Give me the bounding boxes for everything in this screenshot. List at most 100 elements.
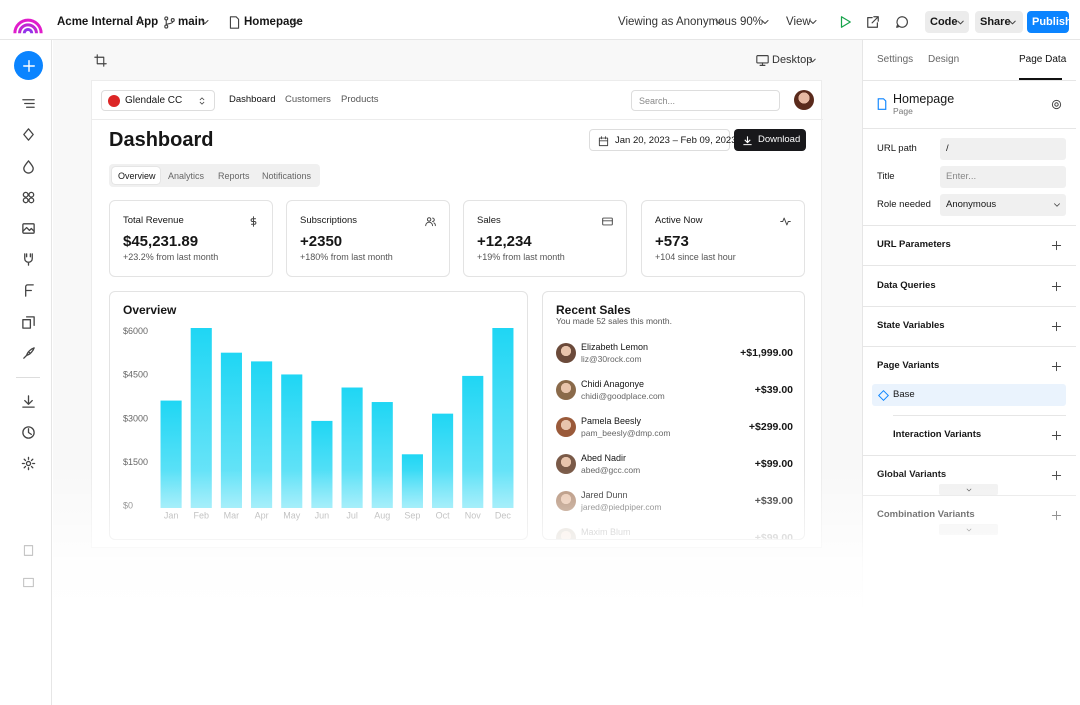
org-select[interactable]: Glendale CC (101, 90, 215, 111)
customer-email: pam_beesly@dmp.com (581, 428, 671, 438)
y-tick-label: $0 (123, 500, 133, 510)
tab-label: Notifications (262, 170, 312, 181)
tab[interactable]: Overview (112, 167, 160, 184)
org-name: Glendale CC (125, 95, 183, 106)
panel-divider (893, 415, 1066, 416)
zoom[interactable]: 90% (740, 16, 764, 28)
branch[interactable]: main (178, 16, 205, 28)
recent-sales-title: Recent Sales (556, 303, 631, 317)
field-input[interactable]: / (940, 138, 1066, 160)
field-input[interactable]: Anonymous (940, 194, 1066, 216)
stat-value: +573 (655, 233, 689, 250)
device-select[interactable]: Desktop (772, 54, 813, 66)
panel-tab[interactable]: Settings (877, 54, 914, 65)
stat-note: +19% from last month (477, 252, 565, 262)
share-button[interactable]: Share (975, 11, 1023, 33)
chart: $0 $1500 $3000 $4500 $6000 Jan Feb Mar Apr May Jun… (123, 326, 514, 520)
field-input[interactable]: Enter... (940, 166, 1066, 188)
icon (742, 135, 752, 145)
x-tick-label: Jul (346, 510, 358, 520)
sale-amount: +$299.00 (748, 421, 793, 433)
stat-label: Total Revenue (123, 215, 184, 226)
recent-sales-card: Recent Sales You made 52 sales this month… (542, 291, 805, 540)
nav-link[interactable]: Dashboard (229, 94, 276, 105)
sidebar-icon (21, 222, 35, 234)
nav-link[interactable]: Products (341, 94, 379, 105)
tab[interactable]: Analytics (162, 167, 207, 184)
customer-avatar (556, 380, 576, 400)
sale-row: Elizabeth Lemon liz@30rock.com +$1,999.00 (543, 335, 804, 371)
app-frame: Glendale CC Dashboard Customers Products Sea… (91, 80, 823, 548)
customer-avatar (556, 417, 576, 437)
section-title[interactable]: Global Variants (877, 469, 947, 480)
icon (136, 19, 144, 25)
sidebar-icon (21, 456, 35, 470)
field-placeholder: Enter... (946, 171, 977, 182)
search-input[interactable]: Search... (631, 90, 780, 111)
variant-base[interactable]: Base (872, 384, 1066, 406)
panel-divider (863, 128, 1076, 129)
page-name[interactable]: Homepage (244, 16, 303, 28)
section-title[interactable]: Data Queries (877, 280, 936, 291)
code-button[interactable]: Code (925, 11, 969, 33)
x-tick-label: Nov (465, 510, 482, 520)
section-title[interactable]: State Variables (877, 320, 945, 331)
add-button[interactable] (14, 51, 43, 80)
tab-label: Analytics (168, 170, 205, 181)
icon (598, 135, 608, 146)
collapse-tab[interactable] (939, 484, 998, 495)
icon (877, 389, 889, 401)
bar (251, 361, 273, 508)
viewing-as[interactable]: Viewing as Anonymous (618, 16, 737, 28)
sidebar-icon (23, 252, 33, 266)
date-range[interactable]: Jan 20, 2023 – Feb 09, 2023 (589, 129, 737, 151)
section-title[interactable]: Page Variants (877, 360, 940, 371)
section-title[interactable]: Combination Variants (877, 509, 975, 520)
app-header-divider (92, 119, 823, 120)
panel-divider (863, 225, 1076, 226)
app-name[interactable]: Acme Internal App (57, 16, 159, 28)
bar (190, 328, 212, 508)
sale-row: Jared Dunn jared@piedpiper.com +$39.00 (543, 483, 804, 519)
icon (199, 97, 205, 105)
x-tick-label: Oct (436, 510, 451, 520)
tab-label: Overview (118, 170, 156, 181)
tab[interactable]: Reports (212, 167, 252, 184)
tab[interactable]: Notifications (256, 167, 314, 184)
stat-card: Total Revenue $45,231.89 +23.2% from last … (109, 200, 273, 277)
stat-card: Active Now +573 +104 since last hour (641, 200, 805, 277)
stat-note: +180% from last month (300, 252, 393, 262)
stat-card: Subscriptions +2350 +180% from last month (286, 200, 450, 277)
panel-divider (863, 495, 1076, 496)
bar (160, 400, 182, 508)
publish-button[interactable]: Publish (1027, 11, 1072, 33)
view-menu[interactable]: View (786, 16, 811, 28)
panel-divider (863, 80, 1076, 81)
sidebar-icon (22, 577, 34, 587)
panel-tab[interactable]: Design (928, 54, 960, 65)
y-tick-label: $3000 (123, 413, 148, 423)
add-icon (1051, 470, 1061, 480)
section-title[interactable]: URL Parameters (877, 239, 951, 250)
x-tick-label: May (283, 510, 301, 520)
section-title[interactable]: Interaction Variants (893, 429, 982, 440)
publish-label: Publish (1032, 16, 1072, 28)
icon (808, 58, 816, 62)
right-panel: Settings Design Page Data Homepage Page URL p… (862, 40, 1080, 705)
panel-tab[interactable]: Page Data (1019, 54, 1067, 65)
collapse-tab[interactable] (939, 524, 998, 535)
download-button[interactable]: Download (734, 129, 806, 151)
stat-value: $45,231.89 (123, 233, 199, 250)
stat-icon (424, 216, 436, 226)
crop-tool (93, 53, 107, 67)
sale-amount: +$99.00 (754, 458, 793, 470)
active-tab-underline (1019, 78, 1062, 80)
stat-label: Active Now (655, 215, 703, 226)
sale-row: Abed Nadir abed@gcc.com +$99.00 (543, 446, 804, 482)
panel-divider (863, 265, 1076, 266)
stat-icon (250, 215, 256, 227)
stat-value: +12,234 (477, 233, 532, 250)
x-tick-label: Apr (255, 510, 269, 520)
nav-link[interactable]: Customers (285, 94, 331, 105)
icon (22, 59, 35, 72)
